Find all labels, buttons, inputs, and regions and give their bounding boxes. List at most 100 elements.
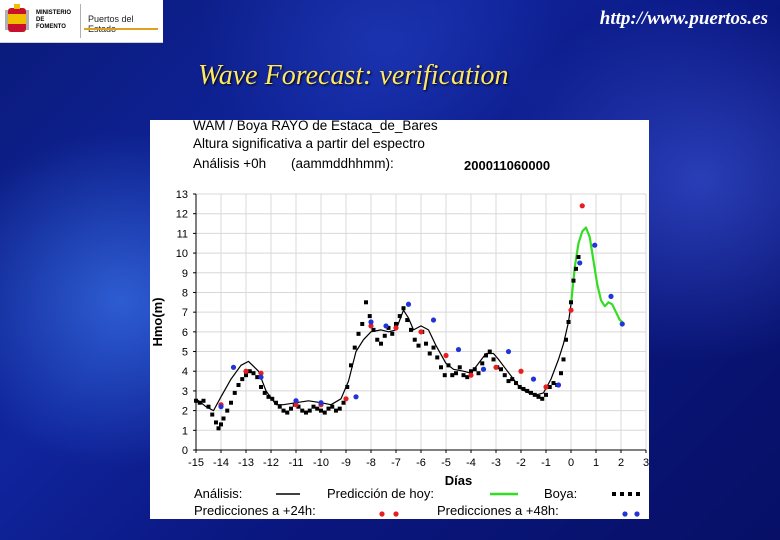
- y-tick-label: 12: [176, 209, 188, 221]
- predicciones-a-48h-point: [530, 376, 537, 382]
- buoy-point: [506, 379, 511, 384]
- buoy-point: [262, 390, 267, 395]
- predicciones-a-48h-point: [230, 364, 237, 370]
- buoy-point: [232, 390, 237, 395]
- buoy-point: [564, 337, 568, 342]
- buoy-point: [244, 373, 248, 378]
- predicciones-a-24h-point: [468, 372, 474, 378]
- y-tick-label: 0: [182, 445, 188, 457]
- buoy-point: [465, 375, 470, 380]
- buoy-point: [510, 377, 515, 382]
- buoy-point: [319, 408, 323, 413]
- chart-panel: WAM / Boya RAYO de Estaca_de_Bares Altur…: [150, 118, 649, 519]
- buoy-point: [386, 325, 391, 330]
- buoy-point: [439, 365, 443, 370]
- buoy-point: [521, 386, 526, 391]
- predicciones-a-48h-point: [480, 366, 487, 372]
- legend-swatch-pred48: [634, 511, 640, 517]
- buoy-point: [214, 420, 218, 425]
- y-tick-label: 7: [182, 307, 188, 319]
- buoy-point: [285, 410, 290, 415]
- x-tick-label: -1: [541, 457, 551, 469]
- x-tick-label: 1: [593, 457, 599, 469]
- buoy-point: [536, 394, 541, 399]
- y-tick-label: 2: [182, 406, 188, 418]
- series-line-analisis: [195, 304, 572, 412]
- buoy-point: [266, 394, 271, 399]
- x-tick-label: -15: [188, 457, 204, 469]
- buoy-point: [367, 314, 372, 319]
- buoy-point: [476, 371, 481, 376]
- x-tick-label: -9: [341, 457, 351, 469]
- predicciones-a-48h-point: [383, 323, 389, 329]
- predicciones-a-24h-point: [543, 384, 549, 390]
- predicciones-a-48h-point: [318, 400, 324, 406]
- buoy-point: [499, 367, 503, 372]
- coat-of-arms-icon: [5, 4, 29, 32]
- predicciones-a-48h-point: [430, 317, 437, 323]
- x-tick-label: -13: [238, 457, 254, 469]
- y-tick-label: 4: [182, 366, 188, 378]
- buoy-point: [356, 331, 361, 336]
- buoy-point: [574, 266, 578, 271]
- buoy-point: [236, 383, 241, 388]
- x-tick-label: -8: [366, 457, 376, 469]
- y-tick-label: 1: [182, 425, 188, 437]
- predicciones-a-48h-point: [368, 319, 374, 325]
- buoy-point: [341, 400, 346, 405]
- ministry-name: MINISTERIO DE FOMENTO: [36, 10, 72, 30]
- buoy-point: [322, 410, 327, 415]
- buoy-point: [502, 373, 507, 378]
- buoy-point: [289, 406, 293, 411]
- predicciones-a-24h-point: [418, 329, 424, 335]
- predicciones-a-48h-point: [455, 346, 462, 353]
- buoy-point: [277, 404, 282, 409]
- buoy-point: [390, 331, 395, 336]
- buoy-point: [544, 392, 548, 397]
- buoy-point: [247, 369, 252, 374]
- buoy-point: [364, 300, 368, 305]
- buoy-point: [345, 384, 350, 389]
- buoy-point: [484, 353, 488, 358]
- buoy-point: [194, 398, 198, 403]
- legend-label-pred48: Predicciones a +48h:: [437, 503, 559, 518]
- predicciones-a-24h-point: [493, 364, 499, 370]
- legend-swatch-buoy: [636, 492, 640, 496]
- buoy-point: [197, 400, 202, 405]
- logo-divider: [80, 4, 81, 38]
- predicciones-a-24h-point: [393, 325, 399, 331]
- x-tick-label: 0: [568, 457, 574, 469]
- buoy-point: [206, 404, 211, 409]
- x-tick-label: -10: [313, 457, 329, 469]
- buoy-point: [454, 371, 458, 376]
- buoy-point: [547, 384, 552, 389]
- predicciones-a-48h-point: [608, 293, 614, 299]
- predicciones-a-48h-point: [505, 348, 512, 355]
- agency-underline: [84, 28, 158, 30]
- legend-swatch-pred24: [393, 511, 399, 517]
- predicciones-a-24h-point: [579, 203, 585, 209]
- y-tick-label: 13: [176, 189, 188, 201]
- predicciones-a-24h-point: [293, 402, 299, 408]
- predicciones-a-48h-point: [619, 321, 625, 327]
- buoy-point: [446, 363, 451, 368]
- y-tick-label: 8: [182, 287, 188, 299]
- site-url[interactable]: http://www.puertos.es: [599, 8, 768, 29]
- buoy-point: [480, 361, 485, 366]
- buoy-point: [532, 392, 537, 397]
- x-tick-label: -11: [288, 457, 303, 469]
- legend-swatch-buoy: [620, 492, 624, 496]
- buoy-point: [576, 255, 581, 260]
- y-tick-label: 3: [182, 386, 188, 398]
- legend-label-analysis: Análisis:: [194, 486, 242, 501]
- predicciones-a-48h-point: [592, 242, 598, 248]
- buoy-point: [300, 408, 305, 413]
- buoy-point: [566, 320, 571, 324]
- buoy-point: [210, 412, 215, 417]
- agency-name: Puertos del Estado: [88, 14, 134, 34]
- date-value: 200011060000: [464, 158, 551, 173]
- predicciones-a-24h-point: [443, 352, 449, 359]
- buoy-point: [307, 408, 312, 413]
- buoy-point: [270, 396, 275, 401]
- x-tick-label: -14: [213, 457, 229, 469]
